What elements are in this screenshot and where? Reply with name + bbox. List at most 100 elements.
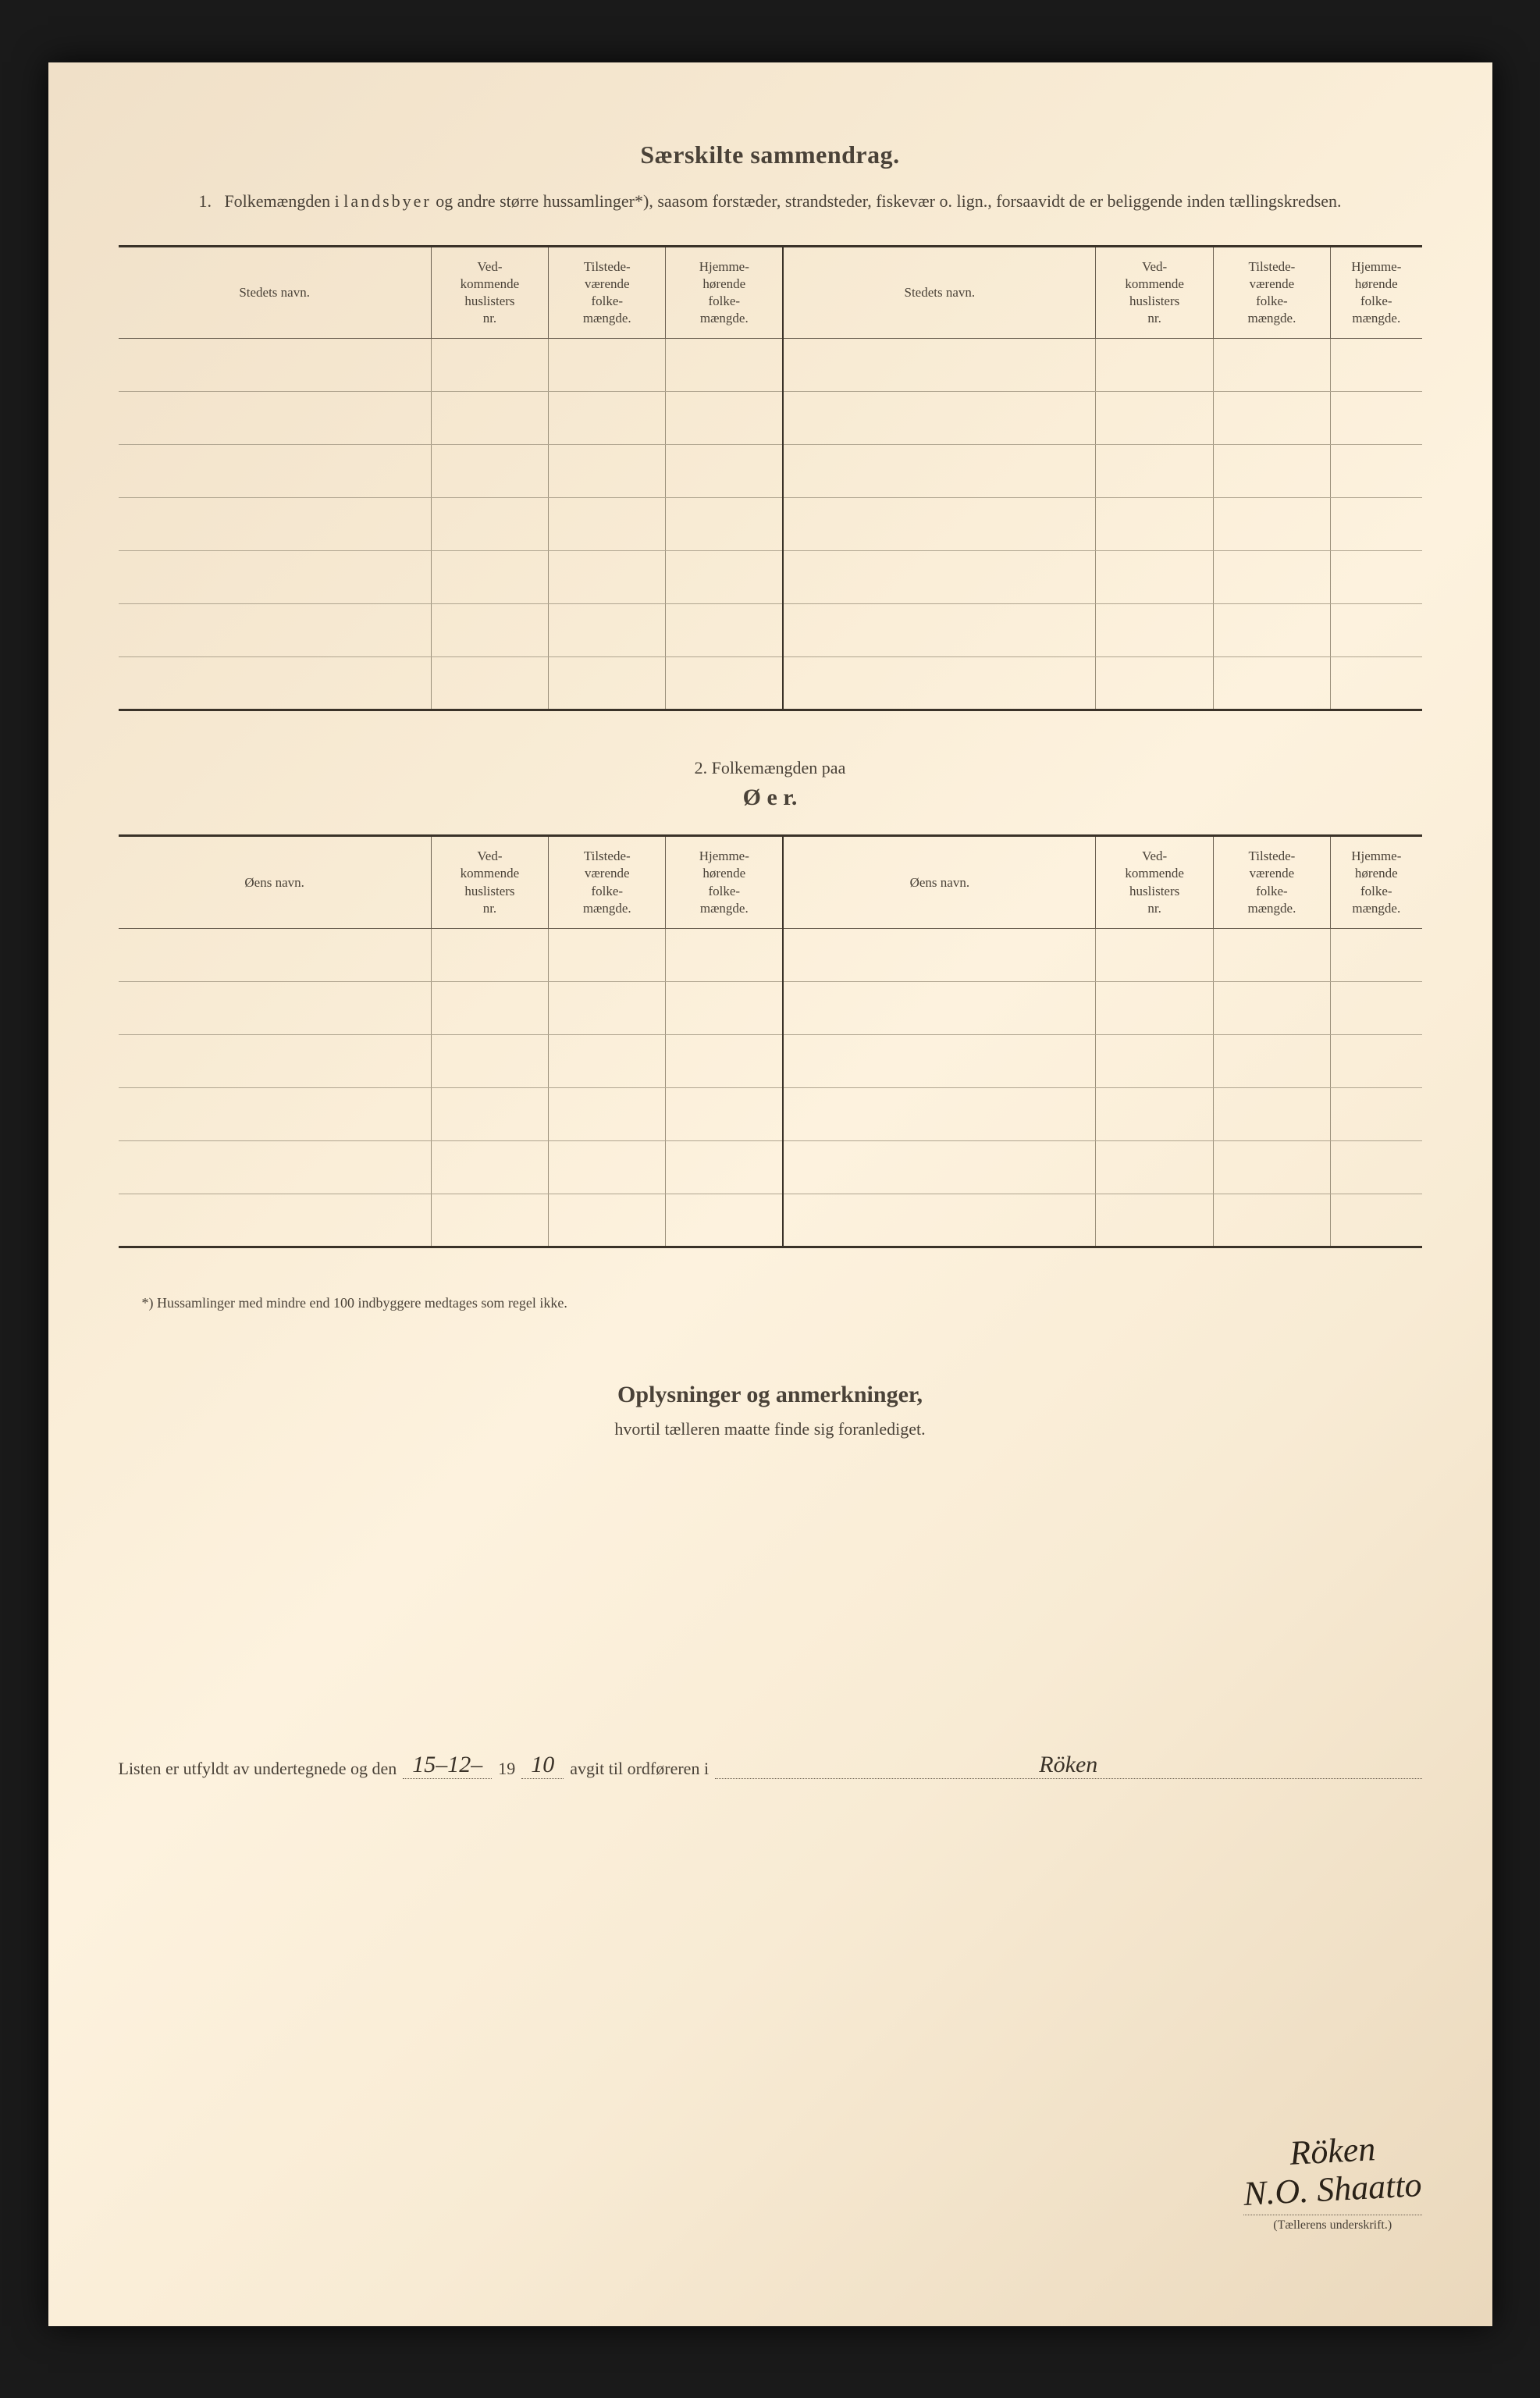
table-cell	[1331, 392, 1422, 445]
section1-intro: 1. Folkemængden i landsbyer og andre stø…	[119, 188, 1422, 214]
table-cell	[1213, 981, 1330, 1034]
th2-huslisters-2: Ved-kommendehuslistersnr.	[1096, 836, 1213, 928]
table-cell	[431, 1034, 548, 1087]
table-cell	[431, 1140, 548, 1194]
table2-body	[119, 928, 1422, 1247]
table-cell	[119, 498, 432, 551]
section3-subtitle: hvortil tælleren maatte finde sig foranl…	[119, 1419, 1422, 1439]
table-cell	[119, 1194, 432, 1247]
table-row	[119, 1194, 1422, 1247]
table-cell	[119, 1140, 432, 1194]
table-cell	[549, 498, 666, 551]
table1-body	[119, 339, 1422, 710]
table-cell	[783, 1034, 1096, 1087]
section2-title: Ø e r.	[119, 785, 1422, 811]
table-cell	[119, 339, 432, 392]
table-cell	[666, 604, 783, 657]
table-cell	[431, 657, 548, 710]
intro-num: 1.	[198, 191, 212, 211]
table-cell	[431, 339, 548, 392]
th-huslisters-1: Ved-kommendehuslistersnr.	[431, 247, 548, 339]
table-cell	[1096, 339, 1213, 392]
table-cell	[1331, 981, 1422, 1034]
table-row	[119, 498, 1422, 551]
table-row	[119, 604, 1422, 657]
table-cell	[1213, 657, 1330, 710]
table-row	[119, 1034, 1422, 1087]
sig-text-c: avgit til ordføreren i	[570, 1759, 709, 1779]
signature-line: Listen er utfyldt av undertegnede og den…	[119, 1752, 1422, 1779]
table-cell	[666, 981, 783, 1034]
table-cell	[783, 498, 1096, 551]
table-cell	[1213, 392, 1330, 445]
signature-block: Röken N.O. Shaatto (Tællerens underskrif…	[1243, 2133, 1422, 2233]
intro-spaced: landsbyer	[343, 191, 432, 211]
table-cell	[549, 551, 666, 604]
th-hjemme-1: Hjemme-hørendefolke-mængde.	[666, 247, 783, 339]
table-cell	[1096, 1140, 1213, 1194]
table-cell	[1331, 551, 1422, 604]
table-cell	[1213, 339, 1330, 392]
table-row	[119, 1087, 1422, 1140]
table-cell	[783, 981, 1096, 1034]
table-cell	[431, 604, 548, 657]
sig-text-a: Listen er utfyldt av undertegnede og den	[119, 1759, 397, 1779]
table-cell	[1331, 498, 1422, 551]
table-cell	[549, 339, 666, 392]
section3-title: Oplysninger og anmerkninger,	[119, 1382, 1422, 1408]
table-cell	[549, 657, 666, 710]
table-cell	[1213, 1034, 1330, 1087]
table-cell	[1096, 657, 1213, 710]
footnote: *) Hussamlinger med mindre end 100 indby…	[142, 1295, 1422, 1311]
table-cell	[431, 1194, 548, 1247]
table-cell	[666, 1140, 783, 1194]
table-cell	[1213, 604, 1330, 657]
table-cell	[666, 1034, 783, 1087]
table-cell	[1331, 657, 1422, 710]
signature-handwriting-2: N.O. Shaatto	[1243, 2166, 1423, 2213]
th-stedets-navn-1: Stedets navn.	[119, 247, 432, 339]
table-cell	[431, 392, 548, 445]
table-cell	[549, 1140, 666, 1194]
table-cell	[1331, 1087, 1422, 1140]
table-cell	[666, 1194, 783, 1247]
th-tilstede-1: Tilstede-værendefolke-mængde.	[549, 247, 666, 339]
table-cell	[1331, 1034, 1422, 1087]
table-cell	[119, 928, 432, 981]
table-cell	[666, 339, 783, 392]
table-cell	[783, 1087, 1096, 1140]
table-cell	[119, 981, 432, 1034]
table-cell	[549, 1034, 666, 1087]
table-row	[119, 445, 1422, 498]
table-row	[119, 657, 1422, 710]
table-row	[119, 981, 1422, 1034]
table-row	[119, 928, 1422, 981]
th-huslisters-2: Ved-kommendehuslistersnr.	[1096, 247, 1213, 339]
table-cell	[783, 339, 1096, 392]
table-cell	[549, 981, 666, 1034]
table-cell	[783, 445, 1096, 498]
table-cell	[431, 551, 548, 604]
table-cell	[1331, 928, 1422, 981]
census-form-page: Særskilte sammendrag. 1. Folkemængden i …	[48, 62, 1492, 2326]
table-cell	[1213, 928, 1330, 981]
table-landsbyer: Stedets navn. Ved-kommendehuslistersnr. …	[119, 245, 1422, 711]
table-cell	[1096, 1087, 1213, 1140]
table-row	[119, 392, 1422, 445]
table-cell	[666, 1087, 783, 1140]
table-cell	[549, 1194, 666, 1247]
th-oens-navn-1: Øens navn.	[119, 836, 432, 928]
table-cell	[783, 657, 1096, 710]
table-cell	[783, 551, 1096, 604]
table-cell	[1213, 1194, 1330, 1247]
table-cell	[783, 1140, 1096, 1194]
table-cell	[1213, 1087, 1330, 1140]
table-cell	[431, 445, 548, 498]
table-cell	[119, 1087, 432, 1140]
table-cell	[1096, 928, 1213, 981]
table-cell	[119, 392, 432, 445]
table-cell	[1213, 445, 1330, 498]
table-cell	[1213, 551, 1330, 604]
table-cell	[666, 445, 783, 498]
table-row	[119, 551, 1422, 604]
